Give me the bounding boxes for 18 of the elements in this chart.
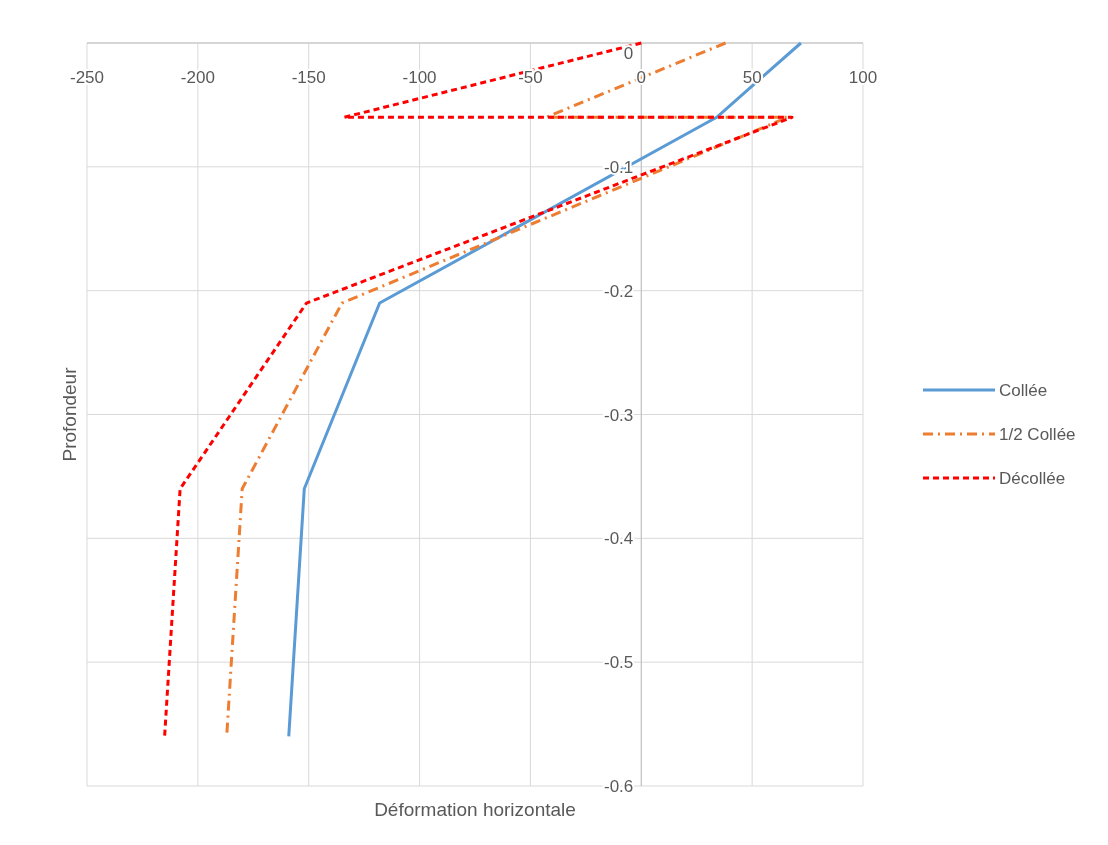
y-tick-label: -0.2 <box>603 281 634 301</box>
y-axis-title: Profondeur <box>59 366 80 462</box>
y-tick-label: -0.3 <box>603 405 634 425</box>
x-tick-label: -150 <box>291 68 326 87</box>
y-tick-label: 0 <box>623 44 634 63</box>
x-tick-label: 100 <box>848 68 878 87</box>
y-tick-label: -0.4 <box>603 529 634 549</box>
y-tick-label: -0.6 <box>603 777 634 796</box>
legend-label: Décollée <box>999 469 1066 488</box>
legend-label: 1/2 Collée <box>999 425 1076 444</box>
x-tick-label: -250 <box>69 68 105 87</box>
x-tick-label: -200 <box>180 68 215 87</box>
legend-label: Collée <box>999 381 1048 400</box>
x-tick-label: -100 <box>402 68 437 87</box>
x-tick-label: 50 <box>742 68 762 87</box>
y-tick-label: -0.5 <box>603 653 634 673</box>
x-axis-title: Déformation horizontale <box>374 799 576 820</box>
x-tick-label: -50 <box>518 68 543 87</box>
